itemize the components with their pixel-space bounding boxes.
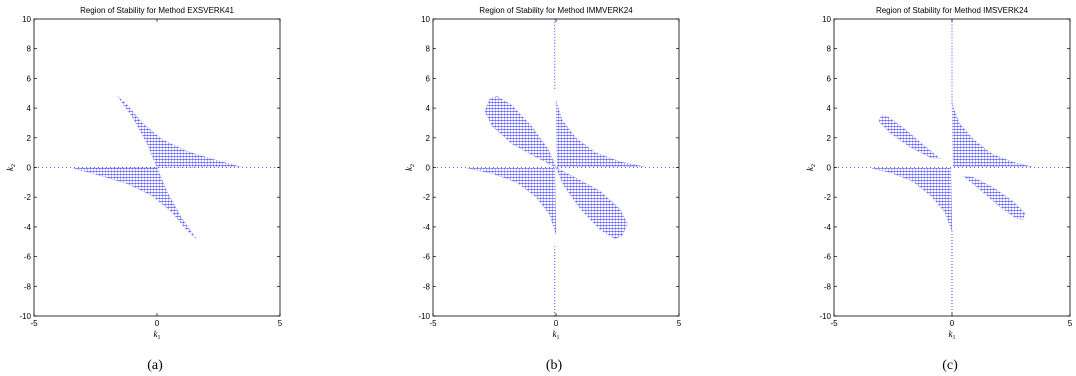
chart-title: Region of Stability for Method IMMVERK24 [479, 6, 633, 15]
y-tick-label: -6 [24, 253, 32, 262]
y-tick-label: 6 [827, 74, 832, 83]
chart-panel-3: Region of Stability for Method IMSVERK24… [805, 6, 1073, 373]
stability-region-2 [73, 167, 197, 239]
stability-region-1 [117, 96, 241, 168]
chart-title: Region of Stability for Method EXSVERK41 [80, 6, 234, 15]
y-tick-label: -4 [824, 223, 832, 232]
x-tick-label: 0 [950, 319, 955, 328]
y-axis-label: k2 [805, 164, 817, 171]
y-tick-label: -8 [24, 282, 32, 291]
y-tick-label: 10 [22, 15, 31, 24]
y-tick-label: -8 [824, 282, 832, 291]
y-tick-label: -8 [423, 282, 431, 291]
x-tick-label: 0 [155, 319, 160, 328]
y-tick-label: -2 [824, 193, 832, 202]
chart-panel-2: Region of Stability for Method IMMVERK24… [404, 6, 682, 373]
y-tick-label: 0 [827, 164, 832, 173]
y-tick-label: 8 [827, 45, 832, 54]
y-tick-label: 4 [827, 104, 832, 113]
y-tick-label: 2 [27, 134, 32, 143]
x-tick-label: 5 [677, 319, 682, 328]
x-tick-label: -5 [429, 319, 437, 328]
y-tick-label: 2 [426, 134, 431, 143]
y-axis-label: k2 [404, 164, 416, 171]
y-tick-label: 2 [827, 134, 832, 143]
stability-region-4 [555, 167, 628, 239]
stability-region-4 [963, 176, 1026, 220]
y-tick-label: -10 [418, 312, 430, 321]
chart-title: Region of Stability for Method IMSVERK24 [876, 6, 1029, 15]
stability-region-3 [484, 96, 557, 168]
stability-region-1 [951, 103, 1033, 167]
y-tick-label: -4 [24, 223, 32, 232]
y-tick-label: 0 [27, 164, 32, 173]
y-tick-label: -6 [423, 253, 431, 262]
x-tick-label: -5 [830, 319, 838, 328]
x-tick-label: -5 [30, 319, 38, 328]
x-axis-label: k1 [154, 329, 161, 341]
panel-caption: (b) [546, 358, 563, 373]
y-axis-label: k2 [5, 164, 17, 171]
y-tick-label: -4 [423, 223, 431, 232]
x-axis-label: k1 [553, 329, 560, 341]
x-axis-label: k1 [949, 329, 956, 341]
panel-caption: (a) [147, 358, 163, 373]
y-tick-label: 4 [426, 104, 431, 113]
y-tick-label: 0 [426, 164, 431, 173]
stability-region-2 [871, 168, 953, 232]
x-tick-label: 5 [278, 319, 283, 328]
y-tick-label: 10 [822, 15, 831, 24]
y-tick-label: -2 [423, 193, 431, 202]
y-tick-label: 10 [421, 15, 430, 24]
y-tick-label: 6 [27, 74, 32, 83]
stability-region-3 [878, 115, 941, 159]
panel-caption: (c) [942, 358, 958, 373]
stability-region-2 [467, 168, 557, 235]
y-tick-label: -2 [24, 193, 32, 202]
x-tick-label: 0 [554, 319, 559, 328]
y-tick-label: 8 [426, 45, 431, 54]
chart-panel-1: Region of Stability for Method EXSVERK41… [5, 6, 283, 373]
y-tick-label: -6 [824, 253, 832, 262]
x-tick-label: 5 [1068, 319, 1073, 328]
y-tick-label: -10 [19, 312, 31, 321]
y-tick-label: 4 [27, 104, 32, 113]
stability-region-1 [555, 100, 645, 167]
y-tick-label: -10 [819, 312, 831, 321]
y-tick-label: 6 [426, 74, 431, 83]
y-tick-label: 8 [27, 45, 32, 54]
